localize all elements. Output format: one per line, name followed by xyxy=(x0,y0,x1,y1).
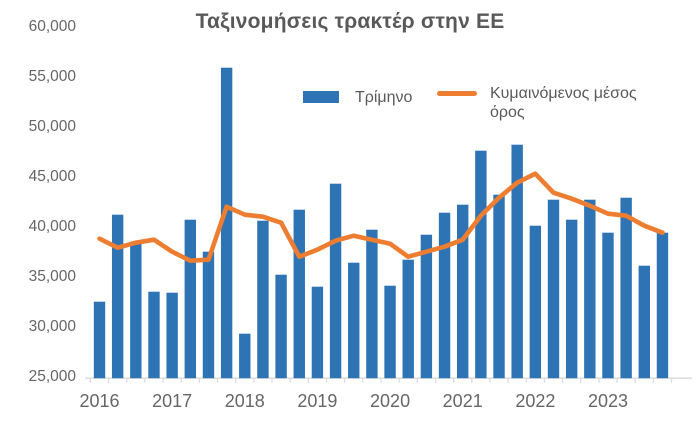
bar-2020-Q1 xyxy=(384,285,396,379)
bars-series xyxy=(93,67,669,379)
svg-text:45,000: 45,000 xyxy=(29,168,77,185)
svg-text:60,000: 60,000 xyxy=(29,18,77,35)
bar-2019-Q4 xyxy=(366,229,378,379)
bar-2016-Q4 xyxy=(148,291,160,379)
svg-text:2016: 2016 xyxy=(79,391,119,411)
bar-2019-Q3 xyxy=(348,262,360,379)
svg-text:30,000: 30,000 xyxy=(29,318,77,335)
bar-2022-Q3 xyxy=(565,219,578,379)
y-axis-tick-labels: 25,000 30,000 35,000 40,000 45,000 50,000 55,0… xyxy=(29,18,77,385)
x-axis-line-and-ticks xyxy=(85,377,692,383)
bar-2020-Q2 xyxy=(402,259,414,379)
bar-2019-Q1 xyxy=(311,286,324,379)
bar-2020-Q4 xyxy=(438,212,451,379)
bar-2017-Q1 xyxy=(166,292,178,379)
svg-text:55,000: 55,000 xyxy=(29,68,77,85)
bar-2016-Q1 xyxy=(93,301,106,379)
bar-2021-Q3 xyxy=(493,194,505,379)
bar-2016-Q2 xyxy=(111,214,124,379)
bar-2017-Q2 xyxy=(184,219,196,379)
svg-text:50,000: 50,000 xyxy=(29,118,77,135)
bar-2022-Q1 xyxy=(529,225,542,379)
bar-2022-Q4 xyxy=(584,199,596,379)
svg-text:2023: 2023 xyxy=(588,391,628,411)
bar-2017-Q3 xyxy=(202,251,215,379)
bar-2023-Q3 xyxy=(638,265,650,379)
bar-2023-Q2 xyxy=(620,197,632,379)
bar-2022-Q2 xyxy=(547,199,560,379)
bar-2021-Q2 xyxy=(475,150,487,379)
svg-text:2019: 2019 xyxy=(297,391,337,411)
svg-text:2018: 2018 xyxy=(225,391,265,411)
svg-text:35,000: 35,000 xyxy=(29,268,77,285)
chart-title: Ταξινομήσεις τρακτέρ στην ΕΕ xyxy=(195,10,505,33)
bar-2021-Q1 xyxy=(457,204,469,379)
bar-2021-Q4 xyxy=(511,144,523,379)
bar-2018-Q2 xyxy=(257,220,269,379)
bar-2016-Q3 xyxy=(130,243,142,379)
svg-text:2022: 2022 xyxy=(515,391,555,411)
x-axis-year-labels: 2016 2017 2018 2019 2020 2021 2022 2023 xyxy=(79,391,628,411)
svg-text:25,000: 25,000 xyxy=(29,368,77,385)
bar-2023-Q1 xyxy=(602,232,614,379)
bar-2020-Q3 xyxy=(420,234,433,379)
bar-2019-Q2 xyxy=(329,183,342,379)
bar-2017-Q4 xyxy=(220,67,233,379)
svg-text:2020: 2020 xyxy=(370,391,410,411)
bar-2018-Q3 xyxy=(275,274,287,379)
bar-2023-Q4 xyxy=(656,232,669,379)
bar-2018-Q1 xyxy=(239,333,251,379)
svg-text:2017: 2017 xyxy=(152,391,192,411)
svg-text:40,000: 40,000 xyxy=(29,218,77,235)
svg-text:2021: 2021 xyxy=(443,391,483,411)
moving-average-line xyxy=(97,171,665,263)
bar-2018-Q4 xyxy=(293,209,305,379)
